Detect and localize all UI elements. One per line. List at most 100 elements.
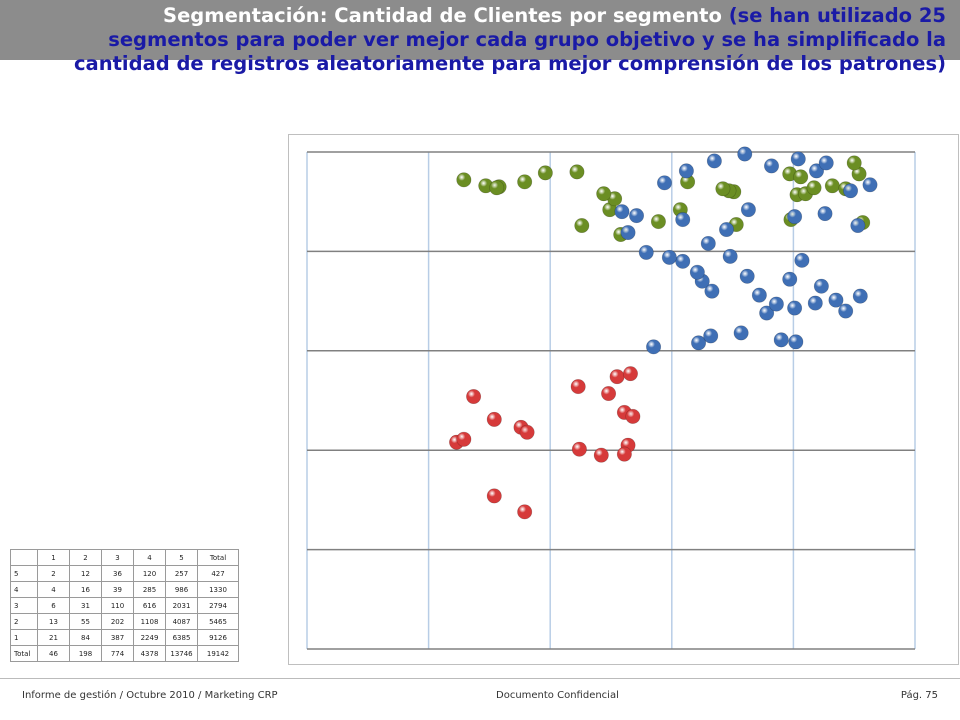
- table-cell: 3: [101, 549, 134, 566]
- scatter-point-blue: [787, 300, 803, 316]
- table-row: 2 13 55 202 1108 4087 5465: [10, 613, 239, 630]
- scatter-point-blue: [620, 225, 636, 241]
- table-cell: 120: [133, 565, 166, 582]
- table-cell: 198: [69, 645, 102, 662]
- scatter-point-blue: [703, 328, 719, 344]
- scatter-point-blue: [751, 287, 767, 303]
- table-cell: 2: [10, 613, 38, 630]
- table-row: Total 46 198 774 4378 13746 19142: [10, 645, 239, 662]
- table-cell: 6: [37, 597, 70, 614]
- scatter-point-green: [806, 180, 822, 196]
- scatter-point-red: [570, 379, 586, 395]
- scatter-point-blue: [740, 202, 756, 218]
- scatter-point-blue: [768, 296, 784, 312]
- scatter-point-green: [650, 214, 666, 230]
- table-cell: 4: [10, 581, 38, 598]
- scatter-point-green: [846, 155, 862, 171]
- table-cell: 19142: [197, 645, 239, 662]
- table-cell: 6385: [165, 629, 198, 646]
- table-cell: 5465: [197, 613, 239, 630]
- scatter-point-blue: [843, 183, 859, 199]
- title-main: Segmentación: Cantidad de Clientes por s…: [163, 4, 722, 27]
- table-cell: 1: [10, 629, 38, 646]
- table-cell: 39: [101, 581, 134, 598]
- scatter-point-blue: [700, 235, 716, 251]
- scatter-chart-frame: [288, 134, 959, 665]
- scatter-point-blue: [737, 146, 753, 162]
- table-cell: 202: [101, 613, 134, 630]
- scatter-point-blue: [689, 264, 705, 280]
- scatter-point-green: [489, 180, 505, 196]
- scatter-point-blue: [704, 283, 720, 299]
- scatter-point-green: [824, 178, 840, 194]
- scatter-point-blue: [790, 151, 806, 167]
- table-row: 1 21 84 387 2249 6385 9126: [10, 629, 239, 646]
- title-bar: [0, 0, 960, 60]
- scatter-point-blue: [773, 332, 789, 348]
- scatter-point-blue: [657, 175, 673, 191]
- scatter-point-red: [622, 366, 638, 382]
- table-cell: 31: [69, 597, 102, 614]
- scatter-point-red: [609, 369, 625, 385]
- table-cell: 1: [37, 549, 70, 566]
- segment-count-table: 1 2 3 4 5 Total 5 2 12 36 120 257 427 4 4 16 39 285 986 133…: [10, 549, 239, 662]
- slide-title: Segmentación: Cantidad de Clientes por s…: [11, 4, 946, 76]
- scatter-point-blue: [706, 153, 722, 169]
- scatter-point-green: [537, 165, 553, 181]
- scatter-point-blue: [764, 158, 780, 174]
- scatter-point-blue: [629, 208, 645, 224]
- table-header-row: 1 2 3 4 5 Total: [10, 549, 239, 566]
- scatter-point-blue: [691, 335, 707, 351]
- table-cell: 774: [101, 645, 134, 662]
- scatter-point-blue: [675, 212, 691, 228]
- table-cell: 5: [10, 565, 38, 582]
- table-cell: 1330: [197, 581, 239, 598]
- table-row: 4 4 16 39 285 986 1330: [10, 581, 239, 598]
- table-cell: 36: [101, 565, 134, 582]
- table-cell: 5: [165, 549, 198, 566]
- scatter-point-blue: [838, 303, 854, 319]
- table-cell: Total: [197, 549, 239, 566]
- scatter-point-blue: [852, 288, 868, 304]
- table-cell: 285: [133, 581, 166, 598]
- table-cell: 427: [197, 565, 239, 582]
- scatter-point-blue: [719, 222, 735, 238]
- table-row: 5 2 12 36 120 257 427: [10, 565, 239, 582]
- scatter-point-blue: [817, 206, 833, 222]
- table-row: 3 6 31 110 616 2031 2794: [10, 597, 239, 614]
- scatter-point-green: [569, 164, 585, 180]
- table-cell: 387: [101, 629, 134, 646]
- scatter-point-red: [486, 488, 502, 504]
- table-cell: 257: [165, 565, 198, 582]
- scatter-point-blue: [787, 209, 803, 225]
- scatter-point-blue: [638, 244, 654, 260]
- scatter-point-blue: [678, 163, 694, 179]
- scatter-point-green: [456, 172, 472, 188]
- table-cell: 16: [69, 581, 102, 598]
- scatter-point-green: [715, 181, 731, 197]
- table-cell: 12: [69, 565, 102, 582]
- scatter-point-blue: [788, 334, 804, 350]
- table-cell: 986: [165, 581, 198, 598]
- scatter-point-green: [517, 174, 533, 190]
- scatter-point-red: [456, 431, 472, 447]
- table-cell: 616: [133, 597, 166, 614]
- table-cell: 3: [10, 597, 38, 614]
- table-cell: 4087: [165, 613, 198, 630]
- scatter-point-green: [596, 186, 612, 202]
- title-note-line3: cantidad de registros aleatoriamente par…: [74, 52, 946, 75]
- scatter-point-blue: [828, 292, 844, 308]
- scatter-point-blue: [739, 268, 755, 284]
- table-cell: 4: [133, 549, 166, 566]
- table-cell: 4: [37, 581, 70, 598]
- table-cell: 110: [101, 597, 134, 614]
- scatter-point-red: [601, 386, 617, 402]
- table-cell: Total: [10, 645, 38, 662]
- table-cell: 2031: [165, 597, 198, 614]
- scatter-point-blue: [818, 155, 834, 171]
- table-cell: 9126: [197, 629, 239, 646]
- scatter-point-red: [519, 424, 535, 440]
- scatter-chart: [306, 146, 916, 650]
- scatter-point-blue: [813, 278, 829, 294]
- table-cell: 13746: [165, 645, 198, 662]
